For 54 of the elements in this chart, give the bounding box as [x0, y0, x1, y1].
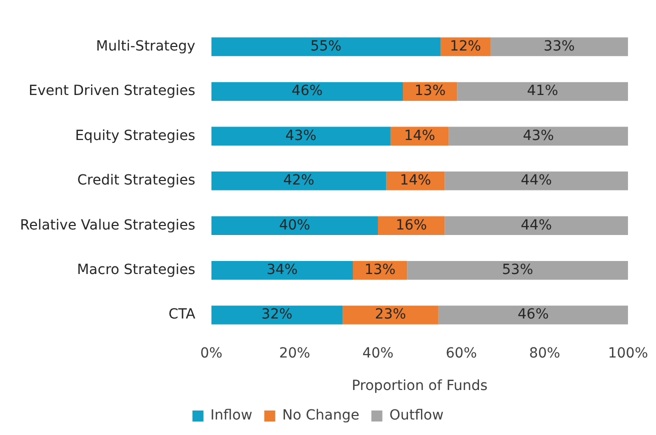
data-label: 14%: [404, 128, 436, 144]
bar: [342, 306, 438, 324]
data-label: 40%: [279, 217, 310, 234]
bar: [444, 172, 628, 190]
bar: [211, 216, 378, 236]
data-label: 55%: [310, 38, 342, 54]
bar: [378, 216, 445, 236]
x-tick-label: 20%: [279, 345, 310, 362]
data-label: 23%: [374, 306, 406, 323]
data-label: 46%: [518, 306, 549, 323]
legend-label: No Change: [282, 408, 360, 424]
x-tick-label: 40%: [362, 345, 394, 362]
data-label: 43%: [522, 128, 554, 144]
bar: [211, 82, 403, 101]
y-tick-label: Event Driven Strategies: [28, 83, 196, 100]
legend-label: Inflow: [210, 408, 252, 424]
y-tick-label: Multi-Strategy: [96, 38, 196, 54]
y-tick-label: Credit Strategies: [77, 172, 196, 189]
bar: [444, 216, 628, 236]
x-axis-title: Proportion of Funds: [352, 378, 488, 394]
data-label: 13%: [364, 262, 396, 278]
bar: [211, 172, 386, 190]
data-label: 41%: [527, 83, 558, 100]
y-tick-label: Equity Strategies: [75, 128, 196, 144]
y-tick-label: Macro Strategies: [76, 262, 196, 278]
data-label: 32%: [261, 306, 292, 323]
x-tick-label: 80%: [529, 345, 560, 362]
data-label: 16%: [396, 217, 427, 234]
x-tick-label: 100%: [608, 345, 648, 362]
bar: [211, 260, 353, 280]
data-label: 14%: [400, 172, 432, 189]
bar: [211, 306, 343, 324]
y-tick-label: CTA: [168, 306, 196, 323]
legend-label: Outflow: [389, 408, 444, 424]
bar: [448, 126, 628, 146]
x-tick-label: 0%: [200, 345, 222, 362]
y-tick-label: Relative Value Strategies: [20, 217, 196, 234]
data-label: 43%: [285, 128, 316, 144]
bar: [211, 37, 440, 56]
data-label: 33%: [544, 38, 575, 54]
bar: [457, 82, 628, 101]
bar: [490, 37, 628, 56]
bar: [211, 126, 390, 146]
data-label: 34%: [266, 262, 298, 278]
data-label: 42%: [283, 172, 314, 189]
data-label: 46%: [292, 83, 323, 100]
x-tick-label: 60%: [446, 345, 477, 362]
data-label: 44%: [520, 172, 552, 189]
bar: [438, 306, 628, 324]
data-label: 13%: [414, 83, 446, 100]
data-label: 44%: [520, 217, 552, 234]
bar: [407, 260, 628, 280]
data-label: 53%: [502, 262, 534, 278]
data-label: 12%: [450, 38, 482, 54]
